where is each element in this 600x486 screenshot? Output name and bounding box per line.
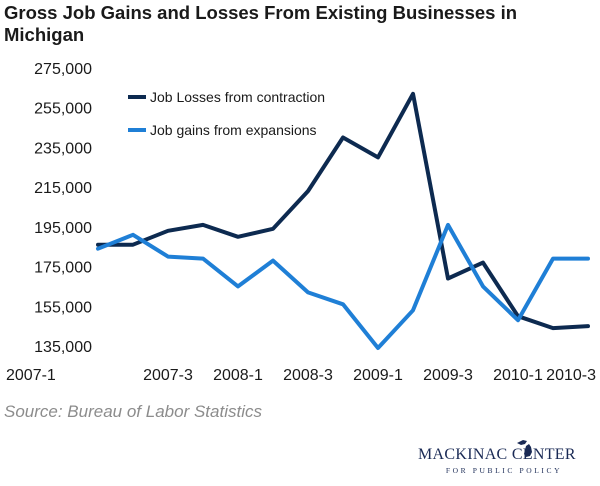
logo-text-top: MACKINAC CENTER: [418, 446, 576, 463]
chart-title: Gross Job Gains and Losses From Existing…: [4, 2, 518, 45]
y-tick-label: 175,000: [34, 260, 92, 277]
series-line-job-gains: [96, 222, 590, 350]
x-tick-label: 2007-3: [143, 367, 193, 384]
legend: Job Losses from contraction Job gains fro…: [128, 89, 325, 138]
x-tick-label: 2010-1: [493, 367, 543, 384]
y-tick-label: 255,000: [34, 101, 92, 118]
x-tick-label: 2009-3: [423, 367, 473, 384]
x-axis-ticks: 2007-1 2007-3 2008-1 2008-3 2009-1 2009-3 2010…: [6, 367, 596, 384]
x-tick-label: 2007-1: [6, 367, 56, 384]
x-tick-label: 2008-3: [283, 367, 333, 384]
series-layer: [96, 91, 590, 350]
y-tick-label: 215,000: [34, 180, 92, 197]
y-tick-label: 235,000: [34, 140, 92, 157]
legend-label: Job Losses from contraction: [150, 89, 325, 105]
y-tick-label: 275,000: [34, 61, 92, 78]
michigan-map-icon: [517, 440, 532, 457]
x-tick-label: 2010-3: [546, 367, 596, 384]
legend-label: Job gains from expansions: [150, 122, 317, 138]
mackinac-center-logo: MACKINAC CENTER FOR PUBLIC POLICY: [418, 436, 598, 482]
x-tick-label: 2009-1: [353, 367, 403, 384]
x-tick-label: 2008-1: [213, 367, 263, 384]
y-tick-label: 155,000: [34, 299, 92, 316]
logo-text-bottom: FOR PUBLIC POLICY: [445, 466, 563, 475]
line-chart: 275,000 255,000 235,000 215,000 195,000 175,0…: [6, 61, 596, 384]
source-note: Source: Bureau of Labor Statistics: [4, 402, 262, 421]
y-tick-label: 195,000: [34, 220, 92, 237]
series-line-job-losses: [96, 91, 590, 331]
y-axis-ticks: 275,000 255,000 235,000 215,000 195,000 175,0…: [34, 61, 92, 356]
y-tick-label: 135,000: [34, 339, 92, 356]
